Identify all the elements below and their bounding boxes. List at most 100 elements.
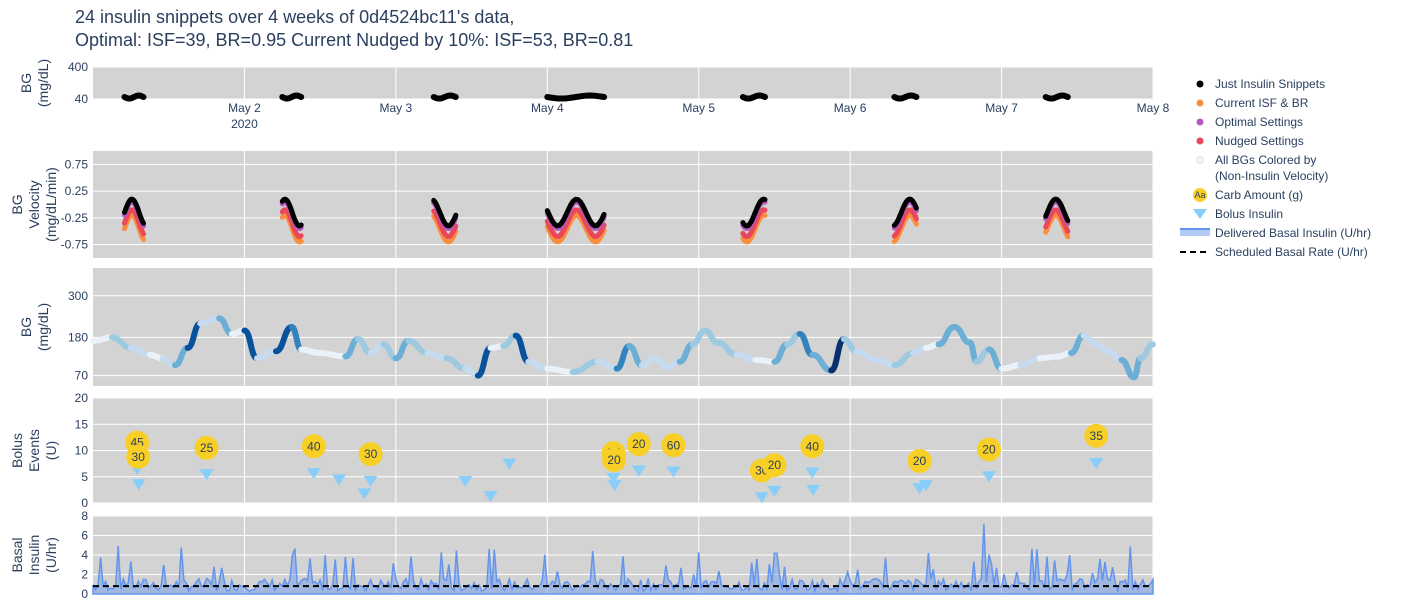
carb-circle xyxy=(358,442,383,467)
panels: 40400BG(mg/dL)-0.75-0.250.250.75BGVeloci… xyxy=(9,59,1170,601)
velocity-nudged xyxy=(891,207,919,239)
title-line-1: 24 insulin snippets over 4 weeks of 0d45… xyxy=(75,7,515,27)
velocity-just-insulin xyxy=(544,196,607,229)
bolus-marker xyxy=(805,467,820,479)
carb-label: 20 xyxy=(982,442,996,456)
legend-label: Just Insulin Snippets xyxy=(1215,77,1325,91)
snippet-trace xyxy=(891,92,920,102)
carb-label: 35 xyxy=(1090,429,1104,443)
legend-item-optimal: Optimal Settings xyxy=(1196,115,1303,129)
carb-marker: 60 xyxy=(661,433,686,458)
legend-label: Scheduled Basal Rate (U/hr) xyxy=(1215,245,1368,259)
y-axis-title-line: BG xyxy=(9,194,25,214)
carb-circle xyxy=(126,444,151,469)
bolus-marker xyxy=(131,479,146,491)
y-axis-title: BG(mg/dL) xyxy=(18,59,51,107)
legend-item-current: Current ISF & BR xyxy=(1196,96,1309,110)
velocity-just-insulin xyxy=(891,196,919,228)
velocity-nudged xyxy=(122,207,146,237)
legend-label: Nudged Settings xyxy=(1215,134,1304,148)
carb-marker: 40 xyxy=(301,434,326,459)
legend-label: Delivered Basal Insulin (U/hr) xyxy=(1215,226,1371,240)
legend-label: Carb Amount (g) xyxy=(1215,188,1303,202)
legend-label: Bolus Insulin xyxy=(1215,207,1283,221)
y-axis-title-line: Velocity xyxy=(26,180,42,228)
title-line-2: Optimal: ISF=39, BR=0.95 Current Nudged … xyxy=(75,30,634,50)
y-axis-title-line: Events xyxy=(26,429,42,472)
panel-bg-bg xyxy=(93,268,1153,386)
carb-label: 30 xyxy=(132,450,146,464)
legend-item-allbg: All BGs Colored by (Non-Insulin Velocity) xyxy=(1196,153,1328,183)
x-tick-label: May 5 xyxy=(682,101,715,115)
carb-label: 25 xyxy=(200,441,214,455)
carb-circle xyxy=(976,437,1001,462)
bolus-marker xyxy=(199,469,214,481)
y-tick-label: 15 xyxy=(75,417,89,431)
y-tick-label: 400 xyxy=(68,60,88,74)
carb-label: 30 xyxy=(364,447,378,461)
legend-item-sched: Scheduled Basal Rate (U/hr) xyxy=(1180,245,1368,259)
carb-label: 40 xyxy=(806,439,820,453)
y-tick-label: 0 xyxy=(81,587,88,601)
velocity-nudged xyxy=(279,207,304,240)
legend: Just Insulin Snippets Current ISF & BR Opt… xyxy=(1180,77,1371,259)
y-axis-title-line: (mg/dL) xyxy=(35,303,51,351)
x-tick-label: May 8 xyxy=(1137,101,1170,115)
carb-circle xyxy=(301,434,326,459)
legend-item-bolus: Bolus Insulin xyxy=(1193,207,1283,221)
legend-dot-icon xyxy=(1196,118,1204,126)
x-tick-year: 2020 xyxy=(231,117,258,131)
legend-dot-icon xyxy=(1196,99,1204,107)
y-axis-title-line: BG xyxy=(18,317,34,337)
carb-circle xyxy=(800,434,825,459)
y-tick-label: 40 xyxy=(75,92,89,106)
bolus-marker xyxy=(981,471,996,483)
carb-circle xyxy=(762,453,787,478)
snippet-trace xyxy=(430,92,459,102)
y-tick-label: 180 xyxy=(68,330,88,344)
legend-item-nudged: Nudged Settings xyxy=(1196,134,1304,148)
bg-segment xyxy=(317,350,349,360)
carb-marker: 30 xyxy=(126,444,151,469)
carb-circle xyxy=(194,435,219,460)
carb-circle xyxy=(602,447,627,472)
velocity-just-insulin xyxy=(279,196,304,229)
legend-item-basal: Delivered Basal Insulin (U/hr) xyxy=(1180,226,1371,240)
velocity-just-insulin xyxy=(122,196,146,226)
snippet-trace xyxy=(544,92,608,102)
y-axis-title-line: (U) xyxy=(43,441,59,460)
y-tick-label: 4 xyxy=(81,548,88,562)
y-tick-label: 5 xyxy=(81,470,88,484)
bolus-marker xyxy=(754,492,769,504)
legend-label: All BGs Colored by xyxy=(1215,153,1316,167)
carb-circle xyxy=(907,449,932,473)
x-tick-label: May 6 xyxy=(834,101,867,115)
y-axis-title: BolusEvents(U) xyxy=(9,429,59,472)
legend-carb-glyph: Aa xyxy=(1194,190,1205,200)
bolus-marker xyxy=(363,475,378,487)
carb-label: 40 xyxy=(307,439,321,453)
y-tick-label: 10 xyxy=(75,444,89,458)
legend-item-just: Just Insulin Snippets xyxy=(1196,77,1325,91)
carb-label: 20 xyxy=(607,453,621,467)
y-tick-label: 8 xyxy=(81,509,88,523)
carb-marker: 20 xyxy=(762,453,787,478)
y-axis-title-line: (U/hr) xyxy=(43,537,59,573)
y-tick-label: -0.25 xyxy=(61,211,89,225)
bg-segment xyxy=(1137,341,1156,362)
chart-title: 24 insulin snippets over 4 weeks of 0d45… xyxy=(75,6,633,52)
y-tick-label: 0.25 xyxy=(65,184,89,198)
bolus-marker xyxy=(607,480,622,492)
x-tick-label: May 4 xyxy=(531,101,564,115)
legend-item-carb: Aa Carb Amount (g) xyxy=(1193,188,1303,202)
carb-marker: 20 xyxy=(626,432,651,457)
bolus-marker xyxy=(666,466,681,478)
y-tick-label: 300 xyxy=(68,289,88,303)
snippet-trace xyxy=(739,92,768,102)
carb-marker: 20 xyxy=(976,437,1001,462)
velocity-current xyxy=(544,212,607,245)
bolus-marker xyxy=(502,458,517,470)
bolus-marker xyxy=(357,488,372,500)
legend-label: Optimal Settings xyxy=(1215,115,1303,129)
